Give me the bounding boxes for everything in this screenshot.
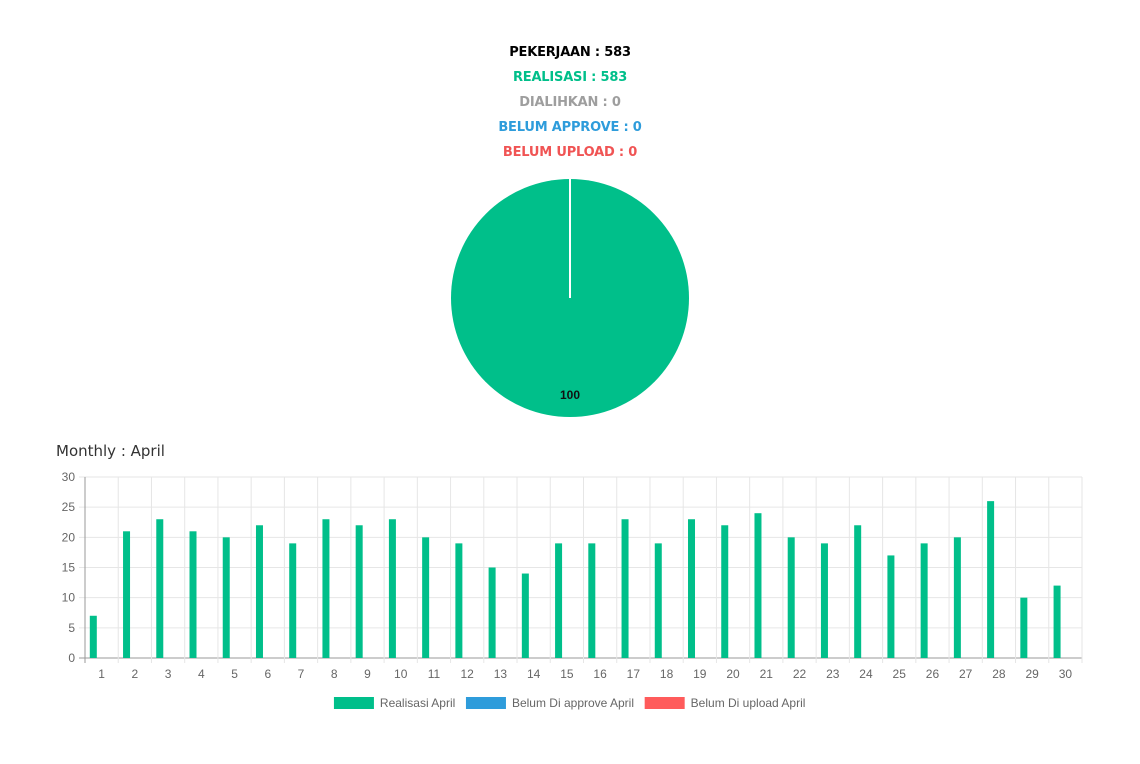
belum-upload-label: BELUM UPLOAD : 0 [502,145,638,160]
x-tick-label: 9 [364,667,371,681]
bar[interactable] [422,537,430,658]
bar[interactable] [920,543,928,658]
legend: Realisasi April Belum Di approve April Bel… [333,696,806,710]
x-tick-label: 4 [198,667,205,681]
bar[interactable] [123,531,131,658]
belum-approve-label: BELUM APPROVE : 0 [498,120,642,135]
x-tick-label: 28 [992,667,1006,681]
bar[interactable] [820,543,828,658]
bar[interactable] [754,513,762,658]
x-tick-label: 21 [760,667,774,681]
legend-swatch[interactable] [333,697,374,709]
x-tick-label: 14 [527,667,541,681]
bar[interactable] [521,573,529,658]
bar[interactable] [222,537,230,658]
bar[interactable] [688,519,696,658]
y-tick-label: 15 [62,561,76,575]
bar[interactable] [787,537,795,658]
bar[interactable] [289,543,297,658]
y-tick-label: 25 [62,500,76,514]
x-tick-label: 11 [428,667,441,681]
dialihkan-label: DIALIHKAN : 0 [519,95,621,110]
bar[interactable] [555,543,563,658]
bar[interactable] [621,519,629,658]
x-tick-label: 18 [660,667,674,681]
y-tick-label: 5 [68,621,75,635]
bar[interactable] [654,543,662,658]
x-tick-label: 25 [893,667,907,681]
x-tick-label: 29 [1025,667,1039,681]
bar[interactable] [887,555,895,658]
bar[interactable] [89,615,97,658]
y-tick-label: 0 [68,651,75,665]
x-tick-label: 19 [693,667,707,681]
bar[interactable] [987,501,995,658]
bar[interactable] [189,531,197,658]
bar[interactable] [322,519,330,658]
x-tick-label: 6 [264,667,271,681]
x-tick-label: 15 [560,667,574,681]
bar[interactable] [388,519,396,658]
bar[interactable] [953,537,961,658]
y-tick-label: 20 [62,530,76,544]
pie-chart: 100 [451,179,689,417]
x-tick-label: 30 [1059,667,1073,681]
bar[interactable] [156,519,164,658]
realisasi-label: REALISASI : 583 [512,70,628,85]
pie-slice-label: 100 [560,388,580,402]
x-tick-label: 2 [132,667,139,681]
x-tick-label: 8 [331,667,338,681]
bar[interactable] [721,525,729,658]
legend-swatch[interactable] [644,697,685,709]
legend-label[interactable]: Belum Di approve April [512,696,634,710]
x-tick-label: 3 [165,667,172,681]
x-tick-label: 24 [859,667,873,681]
x-tick-label: 16 [593,667,607,681]
x-tick-label: 20 [726,667,740,681]
x-tick-label: 7 [298,667,305,681]
x-tick-label: 22 [793,667,807,681]
x-tick-label: 12 [461,667,475,681]
monthly-title: Monthly : April [56,442,165,460]
bar[interactable] [255,525,263,658]
y-tick-label: 30 [62,470,76,484]
x-tick-label: 27 [959,667,973,681]
x-tick-label: 26 [926,667,940,681]
legend-label[interactable]: Belum Di upload April [691,696,806,710]
summary-panel: PEKERJAAN : 583 REALISASI : 583 DIALIHKA… [0,40,1140,165]
bar[interactable] [355,525,363,658]
legend-swatch[interactable] [465,697,506,709]
pekerjaan-label: PEKERJAAN : 583 [509,45,631,60]
legend-label[interactable]: Realisasi April [380,696,455,710]
x-tick-label: 23 [826,667,840,681]
x-tick-label: 13 [494,667,508,681]
x-tick-label: 1 [98,667,105,681]
bar[interactable] [455,543,463,658]
x-tick-label: 17 [627,667,641,681]
x-tick-label: 5 [231,667,238,681]
bar[interactable] [1053,585,1061,658]
y-tick-label: 10 [62,591,76,605]
grid [79,476,1083,663]
bar[interactable] [588,543,596,658]
bar[interactable] [488,567,496,659]
x-tick-label: 10 [394,667,408,681]
bar[interactable] [1020,597,1028,658]
bar[interactable] [854,525,862,658]
